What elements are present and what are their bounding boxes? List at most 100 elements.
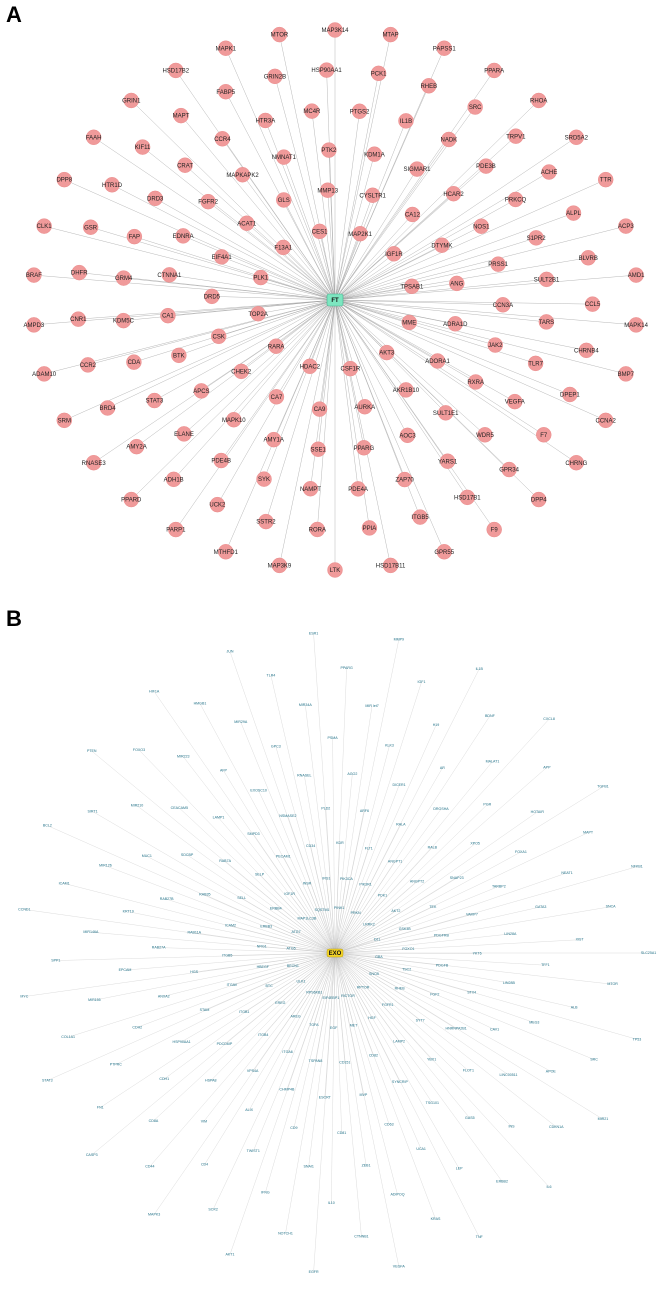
node-label: CYSLTR1: [359, 193, 386, 199]
node-a: MAP3K9: [268, 557, 292, 574]
edge-a: [334, 299, 536, 364]
edge-a: [334, 299, 445, 552]
node-b-label: GPC3: [271, 745, 281, 749]
node-circle: [628, 317, 644, 333]
node-b-label: MET: [350, 1024, 358, 1028]
edge-a: [93, 137, 336, 301]
node-a: ELANE: [174, 426, 194, 442]
node-circle: [304, 103, 320, 119]
panel-a-label: A: [6, 2, 22, 27]
edge-b: [269, 952, 336, 987]
edge-a: [310, 299, 336, 489]
edge-a: [221, 256, 336, 301]
node-a: PDE4A: [348, 481, 368, 497]
node-label: PPARG: [354, 446, 375, 452]
node-label: EDNRA: [173, 234, 194, 240]
node-circle: [327, 562, 343, 578]
edge-a: [318, 299, 336, 450]
node-a: SULT1E1: [433, 405, 459, 421]
node-b-label: H19: [433, 723, 440, 727]
node-b-label: YKT6: [473, 951, 482, 955]
node-a: NADK: [440, 131, 457, 148]
node-b-label: PIK3CA: [340, 877, 353, 881]
node-b-label: PTPRC: [110, 1063, 123, 1067]
node-a: HDAC2: [300, 358, 321, 375]
node-circle: [357, 399, 373, 415]
node-a: GPR55: [434, 544, 455, 560]
edge-b: [334, 952, 400, 1042]
edge-a: [283, 247, 336, 301]
node-circle: [214, 131, 231, 147]
node-circle: [123, 92, 139, 109]
node-circle: [115, 270, 132, 286]
edge-b: [334, 952, 638, 1040]
node-b-label: MIR let7: [365, 704, 378, 708]
node-circle: [160, 307, 176, 324]
node-a: MTAP: [382, 26, 399, 43]
node-label: DRD5: [204, 294, 221, 300]
node-circle: [175, 228, 191, 244]
node-a: CLK1: [36, 218, 52, 234]
node-circle: [275, 239, 291, 256]
edge-b: [334, 913, 356, 954]
edge-a: [317, 299, 336, 530]
node-b-label: LAMP2: [393, 1039, 405, 1043]
node-label: ADRA1D: [443, 322, 468, 328]
node-b-label: TNF: [476, 1235, 484, 1239]
edge-b: [321, 909, 336, 954]
nodes-a: MAP3K14 MTAP PAPSS1 PPARA RHOA SRD5A2 TTR ACP3 A…: [24, 22, 649, 578]
node-a: AMY2A: [126, 438, 147, 455]
node-b-label: NRG1: [257, 944, 267, 948]
node-b-label: LEP: [456, 1166, 463, 1170]
node-b-label: EGF: [330, 1026, 338, 1030]
edge-a: [225, 299, 336, 552]
edge-a: [169, 274, 336, 301]
edge-a: [279, 299, 336, 566]
node-b-label: ICAM1: [59, 881, 70, 885]
node-b-label: PDCD6IP: [217, 1042, 233, 1046]
node-label: CCR4: [214, 137, 231, 143]
node-circle: [209, 496, 226, 513]
edge-a: [33, 274, 336, 301]
edge-b: [308, 952, 336, 1167]
edge-b: [283, 856, 336, 954]
node-b-label: SRC: [590, 1058, 598, 1062]
edge-b: [334, 906, 433, 954]
edge-b: [305, 704, 336, 954]
edge-b: [259, 874, 336, 954]
node-a: AMPD3: [24, 317, 45, 333]
node-label: F9: [491, 528, 499, 534]
node-label: ITGB5: [411, 515, 429, 521]
node-label: S1PR2: [527, 236, 547, 242]
node-a: TOP2A: [248, 306, 268, 322]
node-a: PLK1: [253, 269, 269, 286]
edge-a: [334, 179, 606, 301]
node-label: AOC3: [399, 433, 416, 439]
node-circle: [213, 452, 229, 469]
node-b-label: SELL: [237, 896, 246, 900]
node-a: DRD5: [204, 288, 221, 305]
edge-a: [218, 299, 336, 337]
node-a: MTOR: [271, 26, 289, 43]
node-b-label: EGFR: [309, 1270, 319, 1274]
node-circle: [382, 557, 399, 574]
edge-a: [334, 299, 365, 407]
edge-b: [334, 952, 480, 1238]
edge-a: [131, 299, 336, 500]
edge-b: [313, 952, 336, 1273]
edge-b: [204, 894, 336, 954]
node-label: HSD17B1: [454, 495, 481, 501]
node-b-label: GBA: [375, 955, 383, 959]
node-b-label: FOXO3: [133, 748, 145, 752]
node-a: CA1: [160, 307, 176, 324]
node-label: GRM4: [115, 276, 133, 282]
node-b-label: XPO5: [470, 842, 480, 846]
node-circle: [467, 99, 483, 115]
node-a: MMP13: [317, 182, 339, 198]
edge-b: [334, 851, 522, 954]
node-a: HTR1D: [102, 177, 123, 193]
node-circle: [382, 26, 399, 43]
edge-b: [334, 761, 493, 954]
node-b-label: CD8A: [149, 1119, 159, 1123]
edge-a: [167, 299, 336, 316]
